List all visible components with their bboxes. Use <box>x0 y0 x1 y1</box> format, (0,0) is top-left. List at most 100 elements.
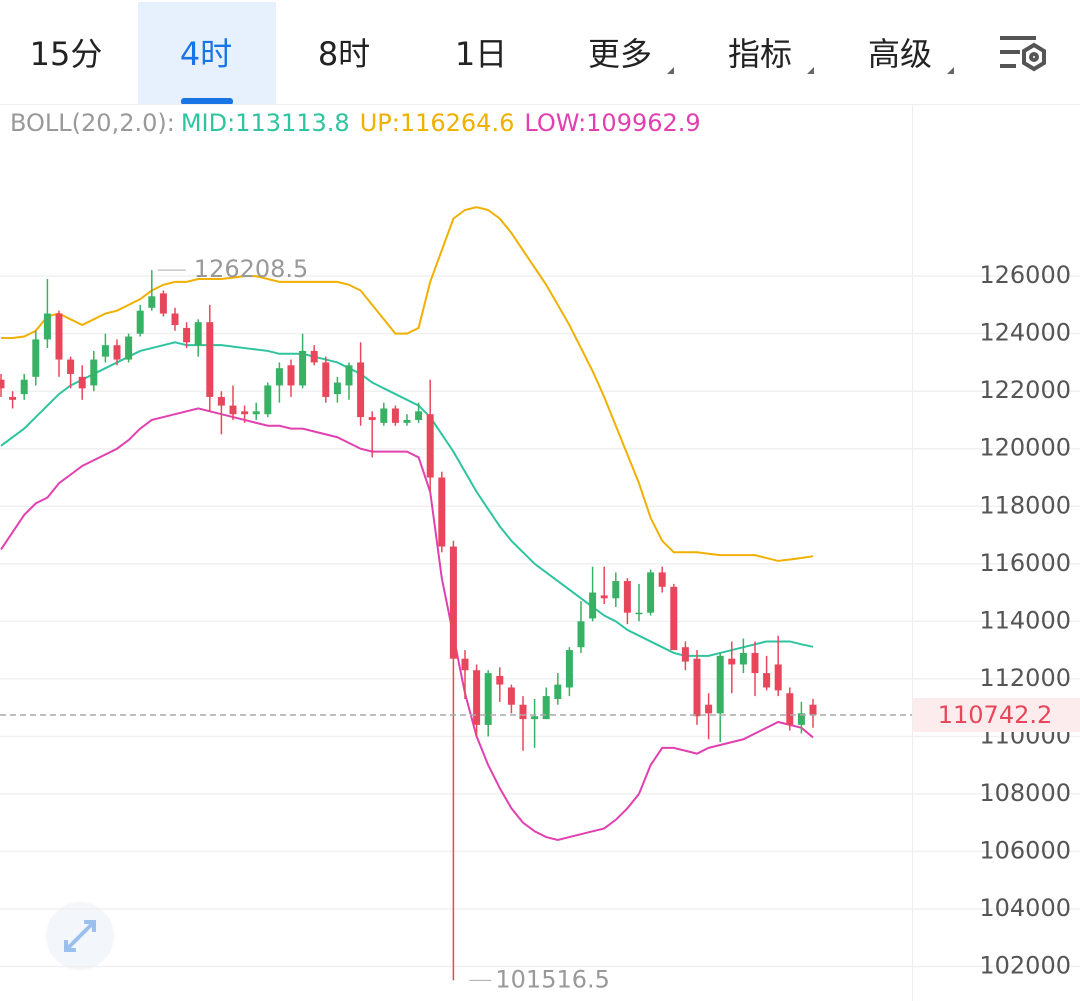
candle-body <box>403 419 411 423</box>
candle-body <box>693 658 701 717</box>
candle-body <box>647 572 655 613</box>
candle-body <box>565 650 573 688</box>
legend-mid: MID:113113.8 <box>181 109 350 137</box>
min-label: 101516.5 <box>495 965 610 993</box>
tab[interactable]: 4时 <box>180 35 232 73</box>
legend-low: LOW:109962.9 <box>524 109 700 137</box>
tab[interactable]: 8时 <box>318 35 370 73</box>
candle-body <box>600 595 608 599</box>
candle-body <box>484 673 492 725</box>
candle-body <box>20 379 28 395</box>
expand-button[interactable] <box>46 902 114 970</box>
candle-body <box>183 327 191 343</box>
tab[interactable]: 1日 <box>455 35 507 73</box>
candle-body <box>751 652 759 674</box>
active-tab-indicator <box>181 98 233 105</box>
candle-body <box>531 716 539 720</box>
candle-body <box>415 411 423 420</box>
indicator-label: BOLL(20,2.0): <box>10 109 175 137</box>
candle-body <box>554 684 562 699</box>
candle-body <box>368 417 376 420</box>
y-tick-label: 116000 <box>979 549 1071 577</box>
y-tick-label: 104000 <box>979 894 1071 922</box>
candle-body <box>635 612 643 615</box>
candle-body <box>716 655 724 714</box>
candle-body <box>809 704 817 716</box>
boll-line <box>0 407 814 841</box>
y-tick-label: 124000 <box>979 319 1071 347</box>
candle-body <box>797 713 805 725</box>
candle-body <box>380 408 388 423</box>
tab[interactable]: 15分 <box>30 35 103 73</box>
candle-body <box>333 382 341 395</box>
y-tick-label: 120000 <box>979 434 1071 462</box>
candle-body <box>542 696 550 720</box>
candle-body <box>275 368 283 386</box>
candle-body <box>0 379 5 389</box>
candle-body <box>728 658 736 665</box>
candle-body <box>310 350 318 363</box>
candle-body <box>55 313 63 360</box>
candle-body <box>658 572 666 587</box>
candle-body <box>67 359 75 374</box>
candle-body <box>206 322 214 397</box>
last-price-label: 110742.2 <box>938 701 1053 729</box>
tab-bar: 15分 4时 8时 1日 更多 指标 高级 <box>30 2 954 105</box>
boll-line <box>1 206 814 562</box>
candle-body <box>299 350 307 386</box>
max-label: 126208.5 <box>194 255 309 283</box>
menu-caret <box>947 67 954 74</box>
tab[interactable]: 更多 <box>588 35 652 73</box>
candle-body <box>43 313 51 340</box>
candle-body <box>623 581 631 613</box>
candle-body <box>322 362 330 397</box>
candle-body <box>90 359 98 386</box>
last-price-bg <box>913 698 1080 733</box>
legend-up: UP:116264.6 <box>360 109 515 137</box>
candle-body <box>473 670 481 725</box>
tab[interactable]: 指标 <box>728 35 792 73</box>
candle-body <box>32 339 40 377</box>
candle-body <box>241 411 249 415</box>
y-tick-label: 112000 <box>979 664 1071 692</box>
y-tick-label: 118000 <box>979 491 1071 519</box>
candle-body <box>287 365 295 386</box>
candle-body <box>763 673 771 688</box>
candle-body <box>670 586 678 651</box>
y-tick-label: 106000 <box>979 836 1071 864</box>
candle-body <box>507 687 515 705</box>
y-tick-label: 126000 <box>979 261 1071 289</box>
candle-body <box>159 293 167 314</box>
candle-body <box>345 365 353 386</box>
candle-body <box>101 345 109 357</box>
y-tick-label: 122000 <box>979 376 1071 404</box>
candle-body <box>78 376 86 389</box>
tab[interactable]: 高级 <box>868 35 932 73</box>
candle-body <box>461 658 469 671</box>
menu-caret <box>807 67 814 74</box>
candle-body <box>739 652 747 665</box>
candle-body <box>194 322 202 346</box>
menu-caret <box>667 67 674 74</box>
candle-body <box>125 336 133 360</box>
candle-body <box>217 396 225 406</box>
y-tick-label: 114000 <box>979 606 1071 634</box>
candle-body <box>774 664 782 691</box>
candle-body <box>577 621 585 648</box>
candle-body <box>496 675 504 685</box>
candle-body <box>252 411 260 415</box>
active-tab-bg <box>138 2 276 104</box>
candle-body <box>438 477 446 547</box>
candle-body <box>426 414 434 478</box>
y-tick-label: 102000 <box>979 951 1071 979</box>
candle-body <box>519 704 527 720</box>
settings-icon[interactable] <box>1000 36 1046 72</box>
candle-body <box>9 396 17 400</box>
candle-body <box>113 345 121 360</box>
candle-body <box>357 362 365 418</box>
candle-body <box>136 310 144 334</box>
boll-line <box>0 341 814 657</box>
candle-body <box>589 592 597 619</box>
indicator-legend: BOLL(20,2.0): MID:113113.8 UP:116264.6 LOW:… <box>10 109 701 137</box>
